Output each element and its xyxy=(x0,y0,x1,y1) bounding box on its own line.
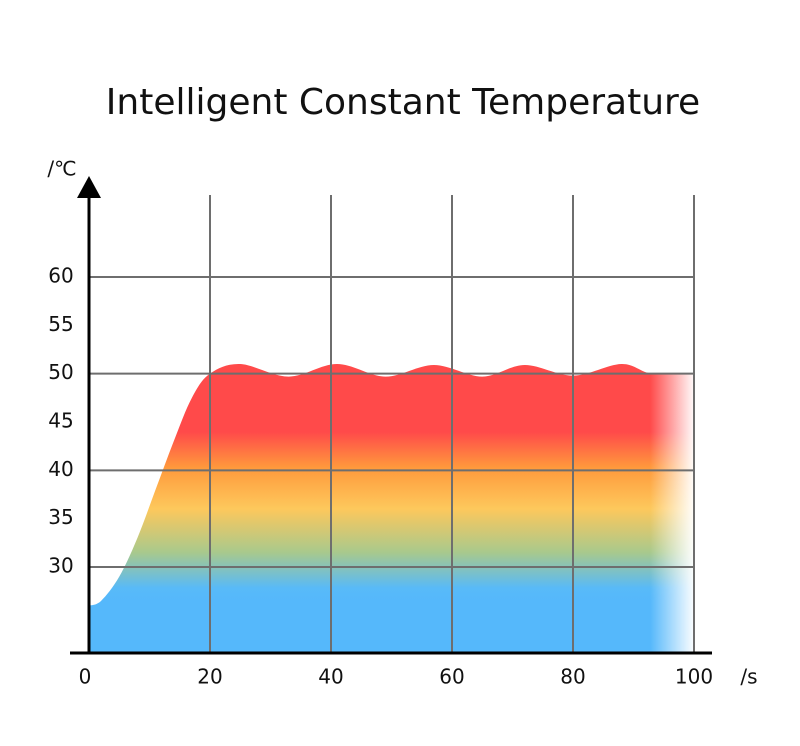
y-tick-label: 30 xyxy=(48,554,73,578)
y-tick-label: 40 xyxy=(48,457,73,481)
x-tick-label: 60 xyxy=(439,665,464,689)
x-axis-label: /s xyxy=(740,665,757,689)
y-axis-label: /℃ xyxy=(47,157,76,181)
y-tick-label: 45 xyxy=(48,409,73,433)
y-tick-label: 55 xyxy=(48,312,73,336)
x-tick-label: 100 xyxy=(675,665,713,689)
x-tick-label: 80 xyxy=(560,665,585,689)
x-tick-label: 20 xyxy=(197,665,222,689)
temperature-area xyxy=(89,363,694,653)
y-tick-label: 60 xyxy=(48,264,73,288)
fade-overlay xyxy=(650,340,695,654)
chart-title: Intelligent Constant Temperature xyxy=(106,82,700,123)
y-axis-arrow xyxy=(77,176,101,198)
y-tick-label: 50 xyxy=(48,360,73,384)
y-tick-label: 35 xyxy=(48,505,73,529)
x-tick-label: 0 xyxy=(79,665,92,689)
x-tick-label: 40 xyxy=(318,665,343,689)
